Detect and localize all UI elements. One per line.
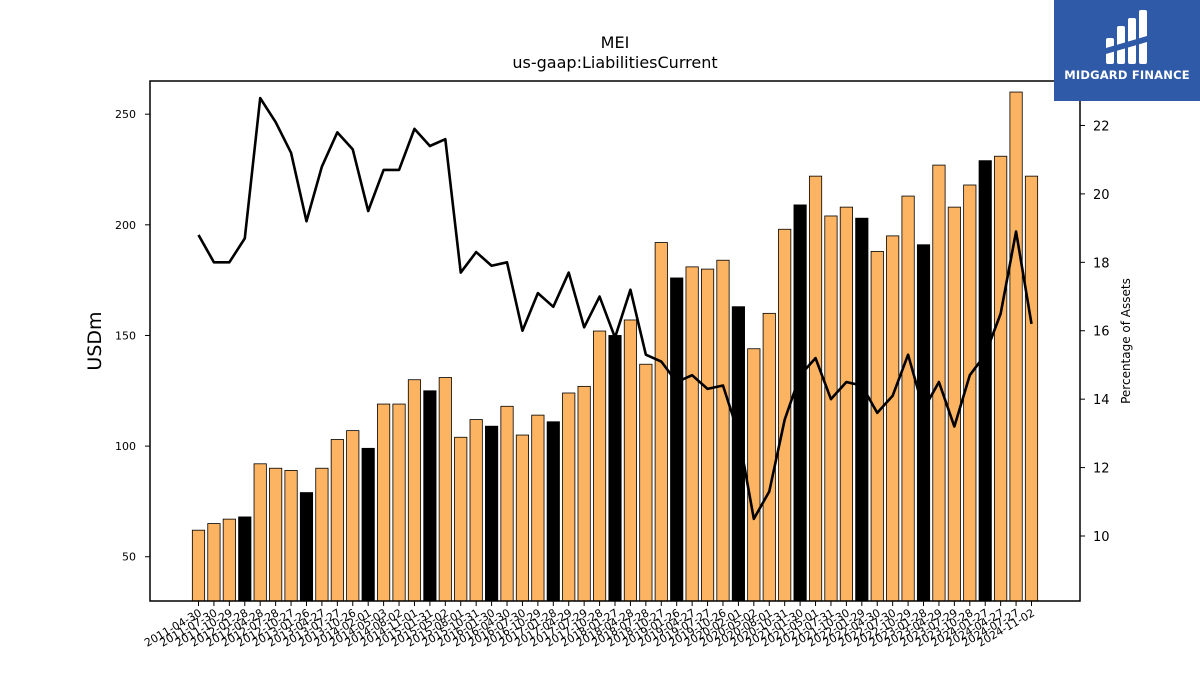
bar-2024-04-27 [994,155,1008,602]
chart-subtitle: us-gaap:LiabilitiesCurrent [512,53,717,72]
bar-2015-01-31 [423,390,437,602]
bar-2023-01-28 [916,244,931,602]
bar-2013-10-26 [346,430,360,602]
left-tick-label: 50 [122,551,136,564]
bar-2014-11-01 [407,379,422,602]
bar-series [191,91,1039,602]
bar-2016-10-29 [531,414,545,602]
bar-2024-11-02 [1024,175,1039,602]
bar-2011-10-29 [222,518,236,602]
left-tick-label: 100 [115,440,136,453]
bar-2023-07-29 [947,206,961,602]
right-tick-label: 22 [1093,119,1110,134]
bar-2024-01-27 [978,160,992,602]
bar-2017-01-28 [546,421,560,602]
left-tick-label: 150 [115,329,136,342]
x-axis-ticks: 2011-04-302011-07-302011-10-292012-01-28… [142,601,1037,650]
chart-title: MEI [601,33,630,52]
right-tick-label: 20 [1093,188,1110,203]
bar-2011-04-30 [191,529,206,602]
bar-2019-07-27 [700,268,715,602]
bar-2012-01-28 [238,516,252,602]
bar-2018-04-28 [623,319,638,602]
bar-2016-01-30 [485,425,499,602]
bar-2014-02-01 [361,447,375,602]
midgard-logo-icon [1106,10,1147,64]
right-tick-label: 12 [1093,462,1110,477]
bar-2019-04-27 [685,266,699,602]
right-tick-label: 18 [1093,256,1110,271]
bar-2016-04-30 [500,405,514,602]
bar-2022-07-30 [886,235,900,602]
bar-2020-10-31 [778,228,792,602]
bar-2022-10-29 [901,195,915,602]
bar-2016-07-30 [515,434,530,602]
bar-2019-01-26 [670,277,684,602]
left-axis-ticks: 50 100 150 200 250 [115,108,150,564]
bar-2017-07-29 [577,385,591,602]
right-tick-label: 16 [1093,325,1110,340]
brand-logo: MIDGARD FINANCE [1054,0,1200,101]
bar-2021-10-30 [839,206,853,602]
bar-2022-04-30 [870,250,884,602]
bar-2024-07-27 [1009,91,1023,602]
left-tick-label: 200 [115,219,136,232]
bar-2011-07-30 [207,523,221,602]
right-tick-label: 10 [1093,530,1110,545]
bar-2020-08-01 [762,312,776,602]
bar-2015-10-31 [469,419,483,602]
bar-2021-05-01 [808,175,823,602]
y2-axis-label: Percentage of Assets [1119,278,1133,404]
bar-2014-08-02 [392,403,406,602]
bar-2020-05-02 [747,348,761,602]
bar-2021-07-31 [824,215,838,602]
bar-2014-05-03 [377,403,391,602]
right-tick-label: 14 [1093,393,1110,408]
percentage-line [197,96,1033,521]
bar-2013-07-27 [330,439,344,602]
bar-2019-10-26 [716,259,730,602]
bar-2013-01-26 [299,492,314,602]
bar-2017-04-29 [562,392,576,602]
bar-2013-04-27 [315,467,329,602]
bar-2021-01-30 [793,204,807,602]
brand-name: MIDGARD FINANCE [1064,68,1190,82]
right-axis-ticks: 10 12 14 16 18 20 22 [1080,119,1110,545]
bar-2022-01-29 [855,217,869,602]
left-tick-label: 250 [115,108,136,121]
y-axis-label: USDm [84,311,106,370]
bar-2012-04-28 [253,463,267,602]
bar-2018-07-28 [639,363,653,602]
bar-2015-05-02 [438,377,452,602]
bar-2017-10-28 [593,330,607,602]
bar-2015-08-01 [454,436,468,602]
bar-2018-01-27 [608,335,622,602]
bar-2012-07-28 [269,467,283,602]
bar-2012-10-27 [284,470,298,602]
bar-2018-10-27 [654,242,668,602]
